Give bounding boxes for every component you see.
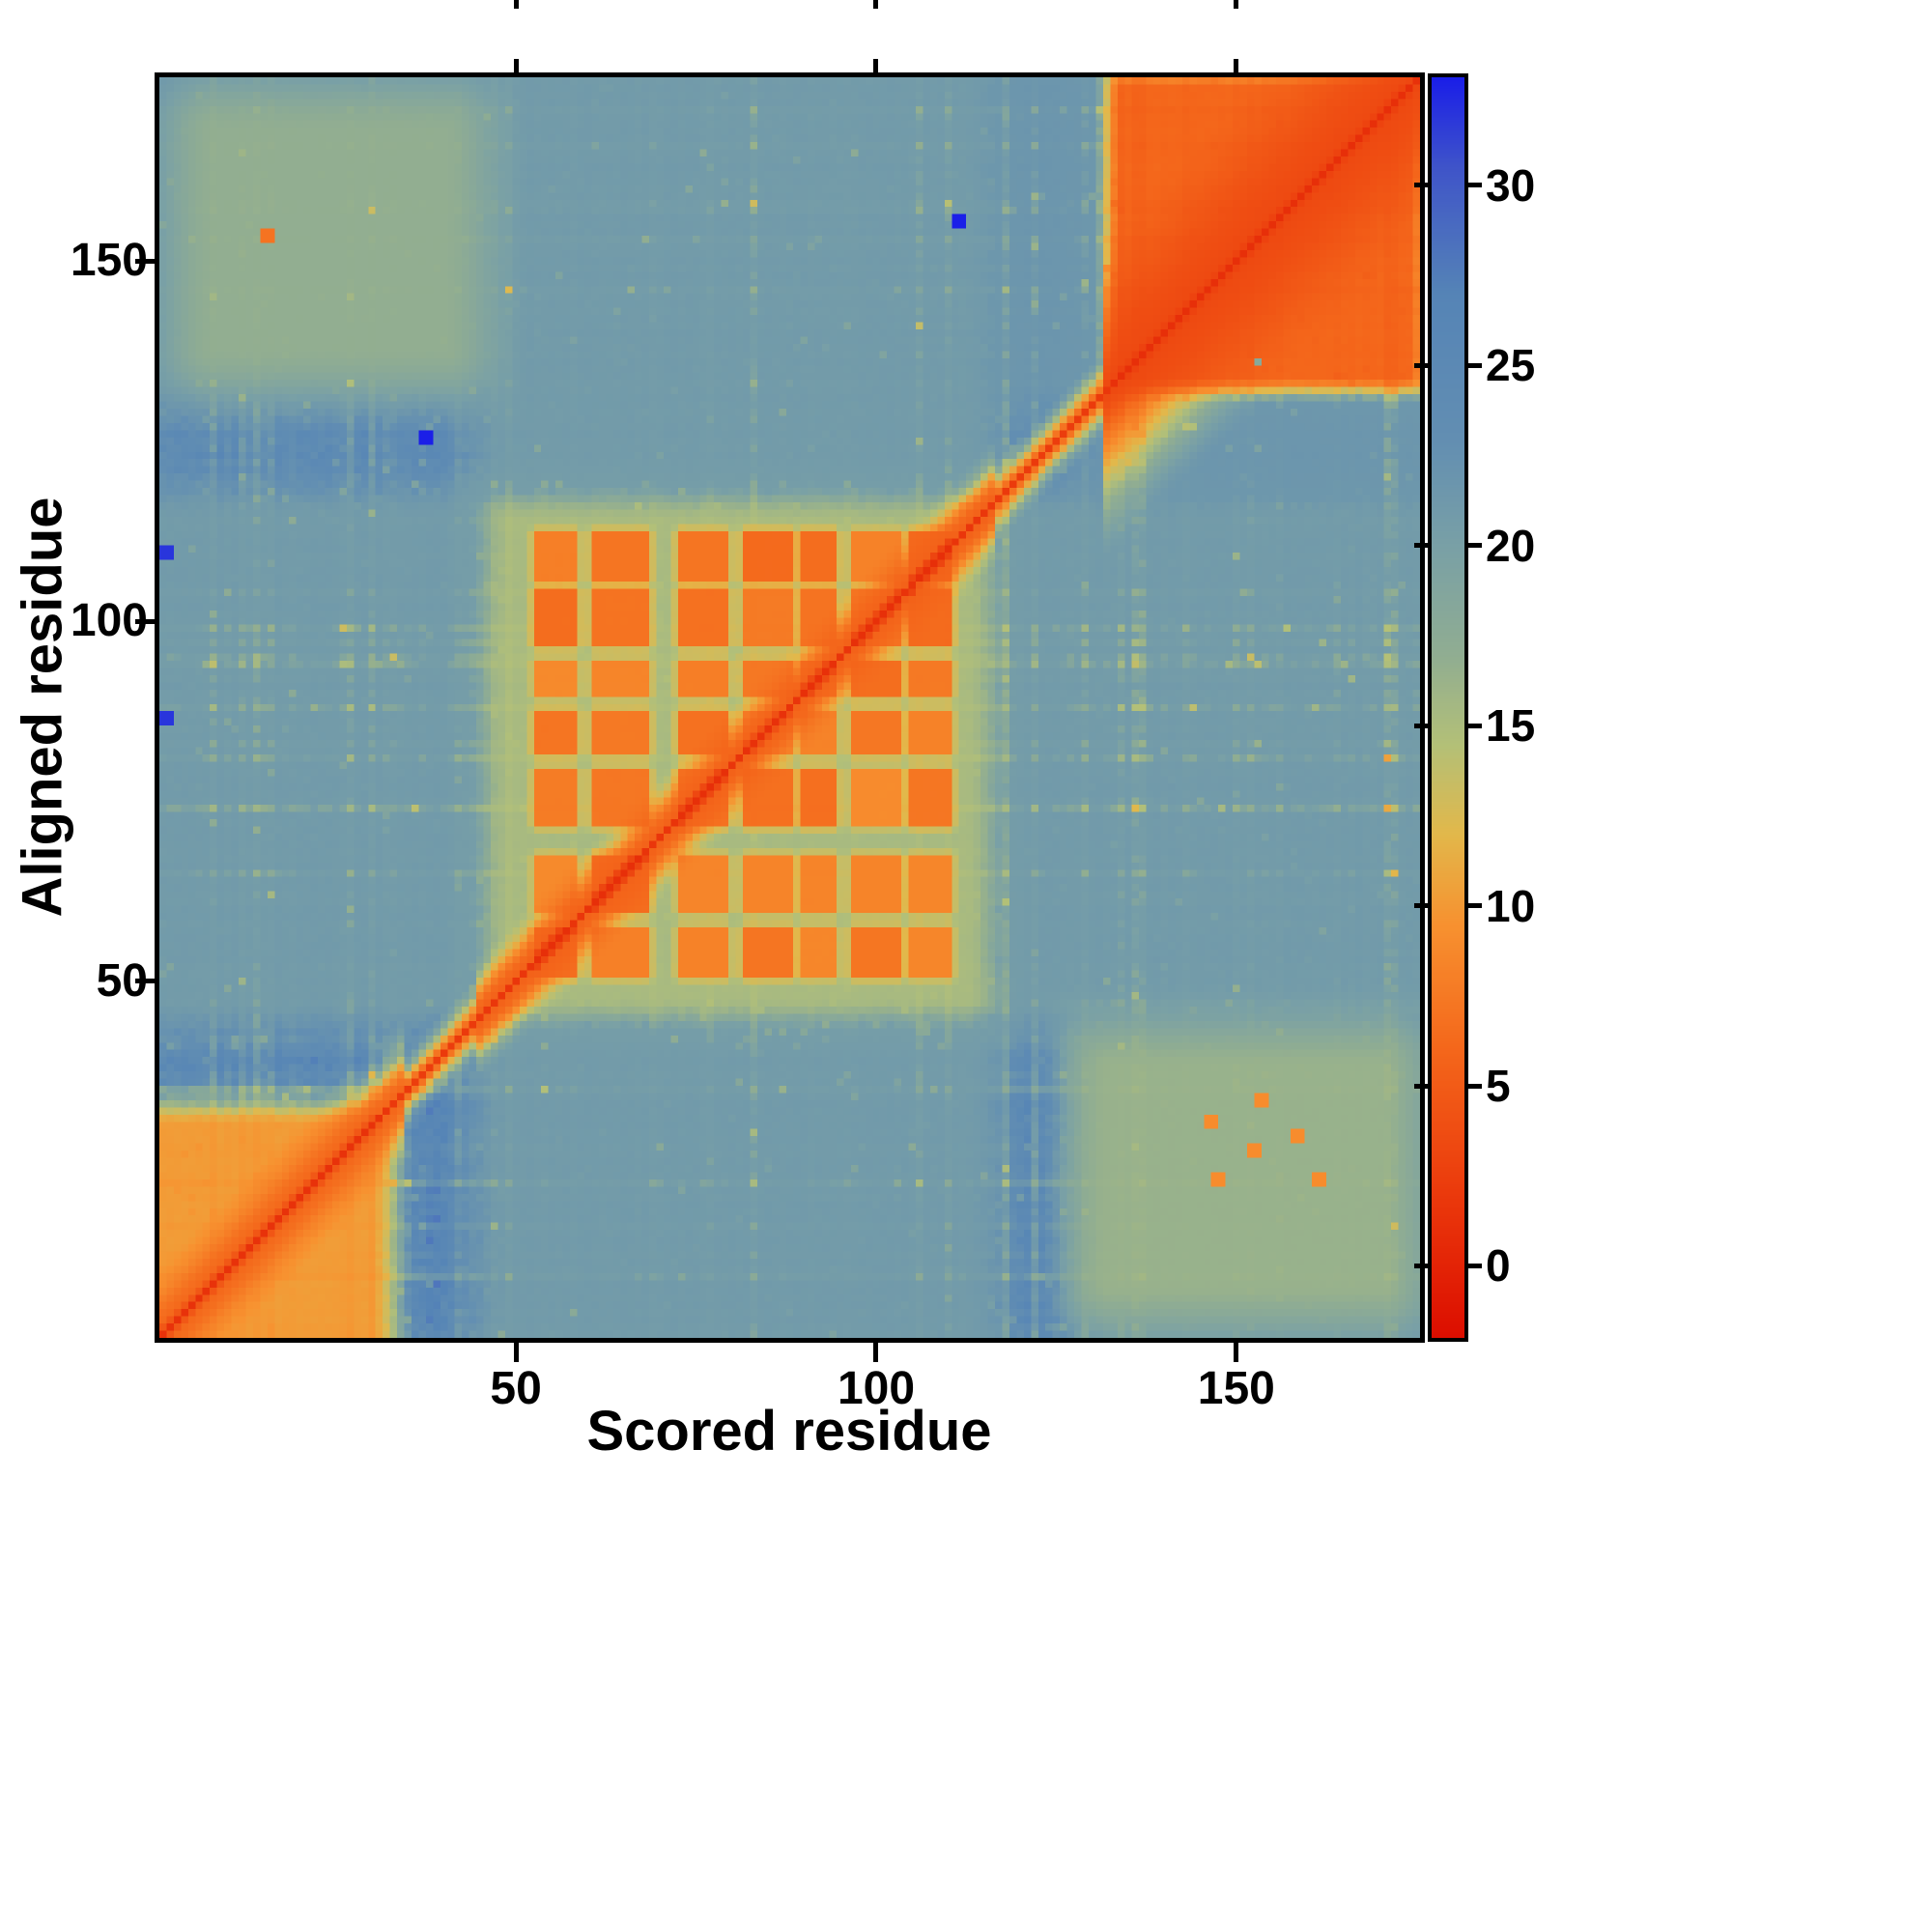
colorbar-right-tick bbox=[1468, 903, 1482, 909]
y-axis-tick bbox=[135, 258, 155, 264]
colorbar-left-tick bbox=[1414, 723, 1428, 728]
colorbar-tick-label: 25 bbox=[1486, 340, 1536, 391]
y-axis-tick bbox=[135, 618, 155, 624]
figure-margin-tick bbox=[1234, 0, 1239, 9]
x-axis-top-tick bbox=[513, 59, 519, 72]
colorbar-gradient bbox=[1432, 77, 1464, 1338]
colorbar-right-tick bbox=[1468, 723, 1482, 728]
y-tick-label: 150 bbox=[70, 235, 148, 287]
colorbar-left-tick bbox=[1414, 1083, 1428, 1089]
colorbar-tick-label: 15 bbox=[1486, 700, 1536, 752]
x-axis-top-tick bbox=[1234, 59, 1239, 72]
x-axis-top-tick bbox=[873, 59, 879, 72]
colorbar-tick-label: 20 bbox=[1486, 520, 1536, 571]
colorbar-left-tick bbox=[1414, 362, 1428, 368]
colorbar-tick-label: 0 bbox=[1486, 1240, 1511, 1292]
colorbar-tick-label: 30 bbox=[1486, 159, 1536, 211]
x-axis-title: Scored residue bbox=[586, 1400, 992, 1463]
colorbar-left-tick bbox=[1414, 903, 1428, 909]
colorbar-right-tick bbox=[1468, 543, 1482, 549]
x-tick-label: 50 bbox=[490, 1363, 542, 1414]
figure-margin-tick bbox=[513, 0, 519, 9]
colorbar-tick-label: 10 bbox=[1486, 880, 1536, 931]
x-axis-tick bbox=[1234, 1343, 1239, 1362]
x-axis-tick bbox=[513, 1343, 519, 1362]
colorbar-left-tick bbox=[1414, 1263, 1428, 1268]
heatmap-canvas bbox=[159, 77, 1420, 1338]
x-tick-label: 150 bbox=[1197, 1363, 1275, 1414]
colorbar-tick-label: 5 bbox=[1486, 1061, 1511, 1111]
colorbar-right-tick bbox=[1468, 1083, 1482, 1089]
x-tick-label: 100 bbox=[837, 1363, 916, 1414]
colorbar-right-tick bbox=[1468, 1263, 1482, 1268]
x-axis-tick bbox=[873, 1343, 879, 1362]
y-axis-tick bbox=[135, 979, 155, 984]
y-tick-label: 100 bbox=[70, 595, 148, 646]
colorbar-right-tick bbox=[1468, 362, 1482, 368]
colorbar-left-tick bbox=[1414, 543, 1428, 549]
y-tick-label: 50 bbox=[96, 954, 148, 1007]
figure-margin-tick bbox=[873, 0, 879, 9]
colorbar-left-tick bbox=[1414, 183, 1428, 188]
colorbar-right-tick bbox=[1468, 183, 1482, 188]
y-axis-title: Aligned residue bbox=[11, 497, 74, 918]
